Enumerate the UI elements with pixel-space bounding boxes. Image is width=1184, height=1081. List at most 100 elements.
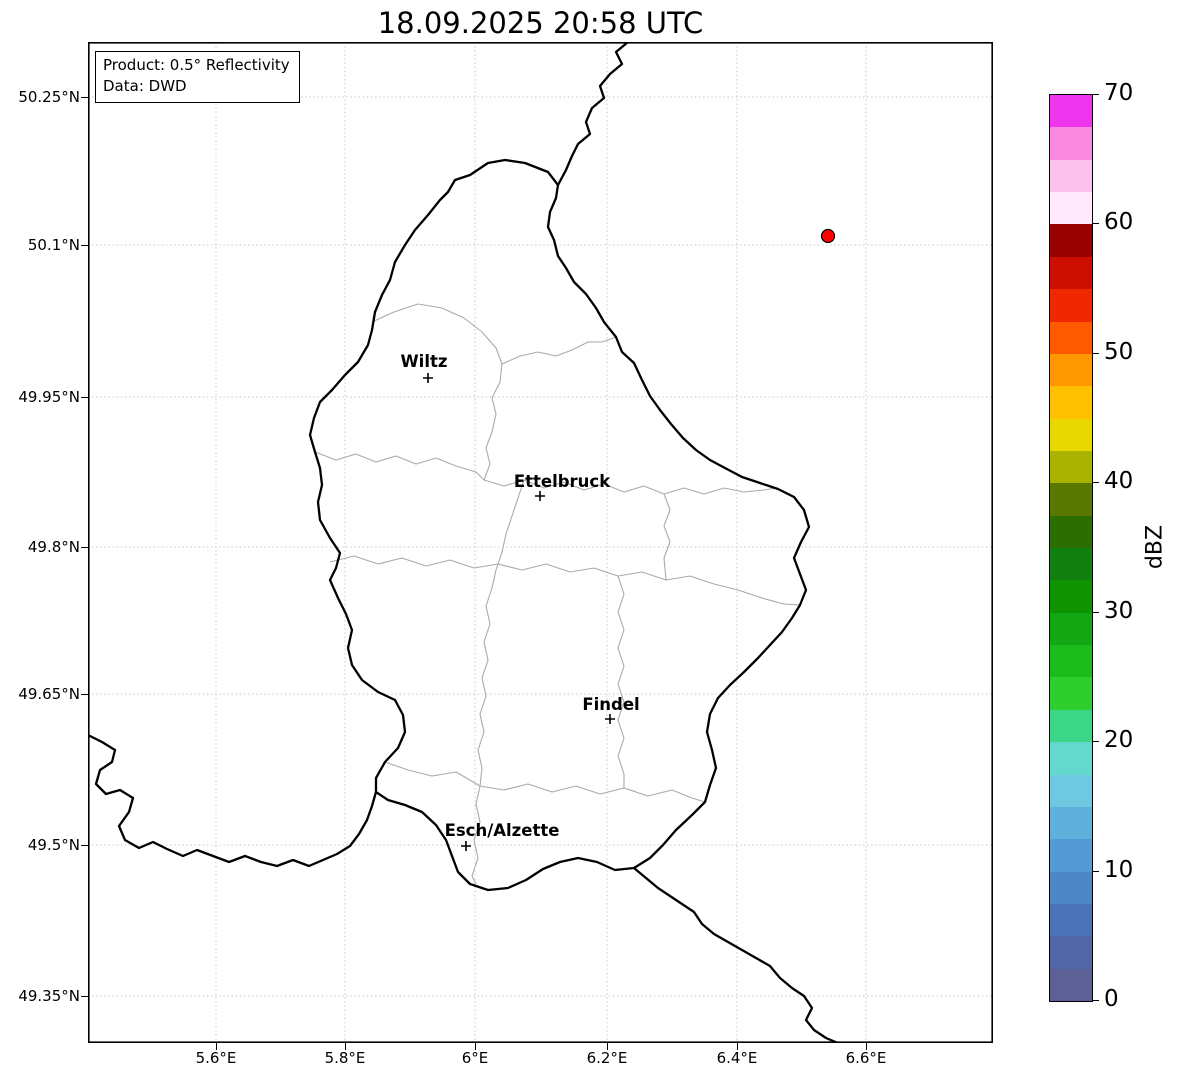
city-label: Ettelbruck (514, 472, 611, 491)
colorbar-segment (1050, 321, 1092, 354)
axis-tick (866, 1043, 868, 1050)
colorbar-tick-label: 50 (1104, 339, 1134, 365)
colorbar-segment (1050, 483, 1092, 516)
border-france-belgium (86, 733, 378, 868)
colorbar-segment (1050, 159, 1092, 193)
colorbar-segment (1050, 515, 1092, 549)
district-borders (314, 303, 801, 885)
border-france-germany (632, 866, 840, 1045)
city-findel: Findel (582, 695, 640, 724)
colorbar-segment (1050, 127, 1092, 160)
radar-site-marker (820, 228, 836, 244)
city-marker-icon (423, 373, 433, 383)
axis-tick (475, 1043, 477, 1050)
colorbar-segment (1050, 839, 1092, 872)
graticule-gridlines (88, 42, 993, 1043)
colorbar-segment (1050, 871, 1092, 904)
colorbar-tick (1092, 482, 1099, 484)
y-axis-label: 50.25°N (18, 88, 80, 106)
colorbar (1049, 94, 1093, 1002)
colorbar-tick (1092, 741, 1099, 743)
y-axis-label: 49.65°N (18, 685, 80, 703)
axis-tick (81, 845, 88, 847)
x-axis-label: 6.4°E (716, 1049, 758, 1067)
figure-title: 18.09.2025 20:58 UTC (377, 6, 704, 40)
plot-frame (88, 42, 994, 1044)
colorbar-segment (1050, 353, 1092, 387)
map-plot: Wiltz Ettelbruck Findel Esch/Alzette (86, 40, 994, 1045)
colorbar-tick-label: 40 (1104, 468, 1134, 494)
y-axis-label: 50.1°N (27, 236, 80, 254)
colorbar-segment (1050, 418, 1092, 451)
axis-tick (216, 1043, 218, 1050)
y-axis-label: 49.95°N (18, 388, 80, 406)
colorbar-segment (1050, 968, 1092, 1002)
map-canvas: Wiltz Ettelbruck Findel Esch/Alzette (86, 40, 994, 1045)
colorbar-segment (1050, 192, 1092, 225)
colorbar-segment (1050, 450, 1092, 484)
x-axis-label: 6.6°E (845, 1049, 887, 1067)
city-marker-icon (605, 714, 615, 724)
colorbar-segment (1050, 386, 1092, 419)
city-label: Findel (582, 695, 639, 714)
x-axis-label: 6.2°E (586, 1049, 628, 1067)
axis-tick (81, 397, 88, 399)
colorbar-segment (1050, 709, 1092, 743)
axis-tick (607, 1043, 609, 1050)
colorbar-tick-label: 60 (1104, 209, 1134, 235)
colorbar-unit-label: dBZ (1142, 524, 1168, 570)
y-axis-label: 49.5°N (27, 836, 80, 854)
colorbar-tick-label: 10 (1104, 857, 1134, 883)
colorbar-segment (1050, 645, 1092, 678)
city-label: Esch/Alzette (445, 821, 560, 840)
x-axis-label: 5.8°E (324, 1049, 366, 1067)
colorbar-segment (1050, 612, 1092, 646)
city-marker-icon (535, 491, 545, 501)
axis-tick (81, 97, 88, 99)
axis-tick (345, 1043, 347, 1050)
city-marker-icon (461, 841, 471, 851)
x-axis-label: 6°E (461, 1049, 489, 1067)
info-box: Product: 0.5° Reflectivity Data: DWD (95, 51, 300, 103)
colorbar-segment (1050, 95, 1092, 128)
axis-tick (81, 245, 88, 247)
colorbar-tick-label: 70 (1104, 80, 1134, 106)
axis-tick (81, 547, 88, 549)
axis-tick (81, 996, 88, 998)
colorbar-segment (1050, 774, 1092, 807)
colorbar-segment (1050, 224, 1092, 257)
colorbar-segment (1050, 903, 1092, 937)
colorbar-segment (1050, 806, 1092, 840)
colorbar-segment (1050, 289, 1092, 322)
city-label: Wiltz (400, 352, 447, 371)
country-borders (86, 40, 840, 1045)
border-belgium-germany (556, 40, 630, 187)
colorbar-segment (1050, 677, 1092, 710)
colorbar-tick (1092, 612, 1099, 614)
colorbar-segment (1050, 742, 1092, 775)
info-product-line: Product: 0.5° Reflectivity (103, 56, 290, 74)
colorbar-tick-label: 30 (1104, 598, 1134, 624)
axis-tick (737, 1043, 739, 1050)
y-axis-label: 49.35°N (18, 987, 80, 1005)
info-data-line: Data: DWD (103, 77, 187, 95)
city-ettelbruck: Ettelbruck (514, 472, 611, 501)
y-axis-label: 49.8°N (27, 538, 80, 556)
colorbar-tick (1092, 94, 1099, 96)
city-esch-alzette: Esch/Alzette (445, 821, 560, 851)
colorbar-segment (1050, 936, 1092, 969)
x-axis-label: 5.6°E (195, 1049, 237, 1067)
colorbar-tick (1092, 223, 1099, 225)
colorbar-tick (1092, 1000, 1099, 1002)
colorbar-tick (1092, 353, 1099, 355)
colorbar-segment (1050, 548, 1092, 581)
colorbar-segment (1050, 256, 1092, 290)
colorbar-tick (1092, 871, 1099, 873)
colorbar-tick-label: 20 (1104, 727, 1134, 753)
colorbar-tick-label: 0 (1104, 986, 1119, 1012)
colorbar-gradient (1050, 95, 1092, 1002)
border-luxembourg (308, 158, 811, 892)
city-wiltz: Wiltz (400, 352, 448, 383)
axis-tick (81, 694, 88, 696)
